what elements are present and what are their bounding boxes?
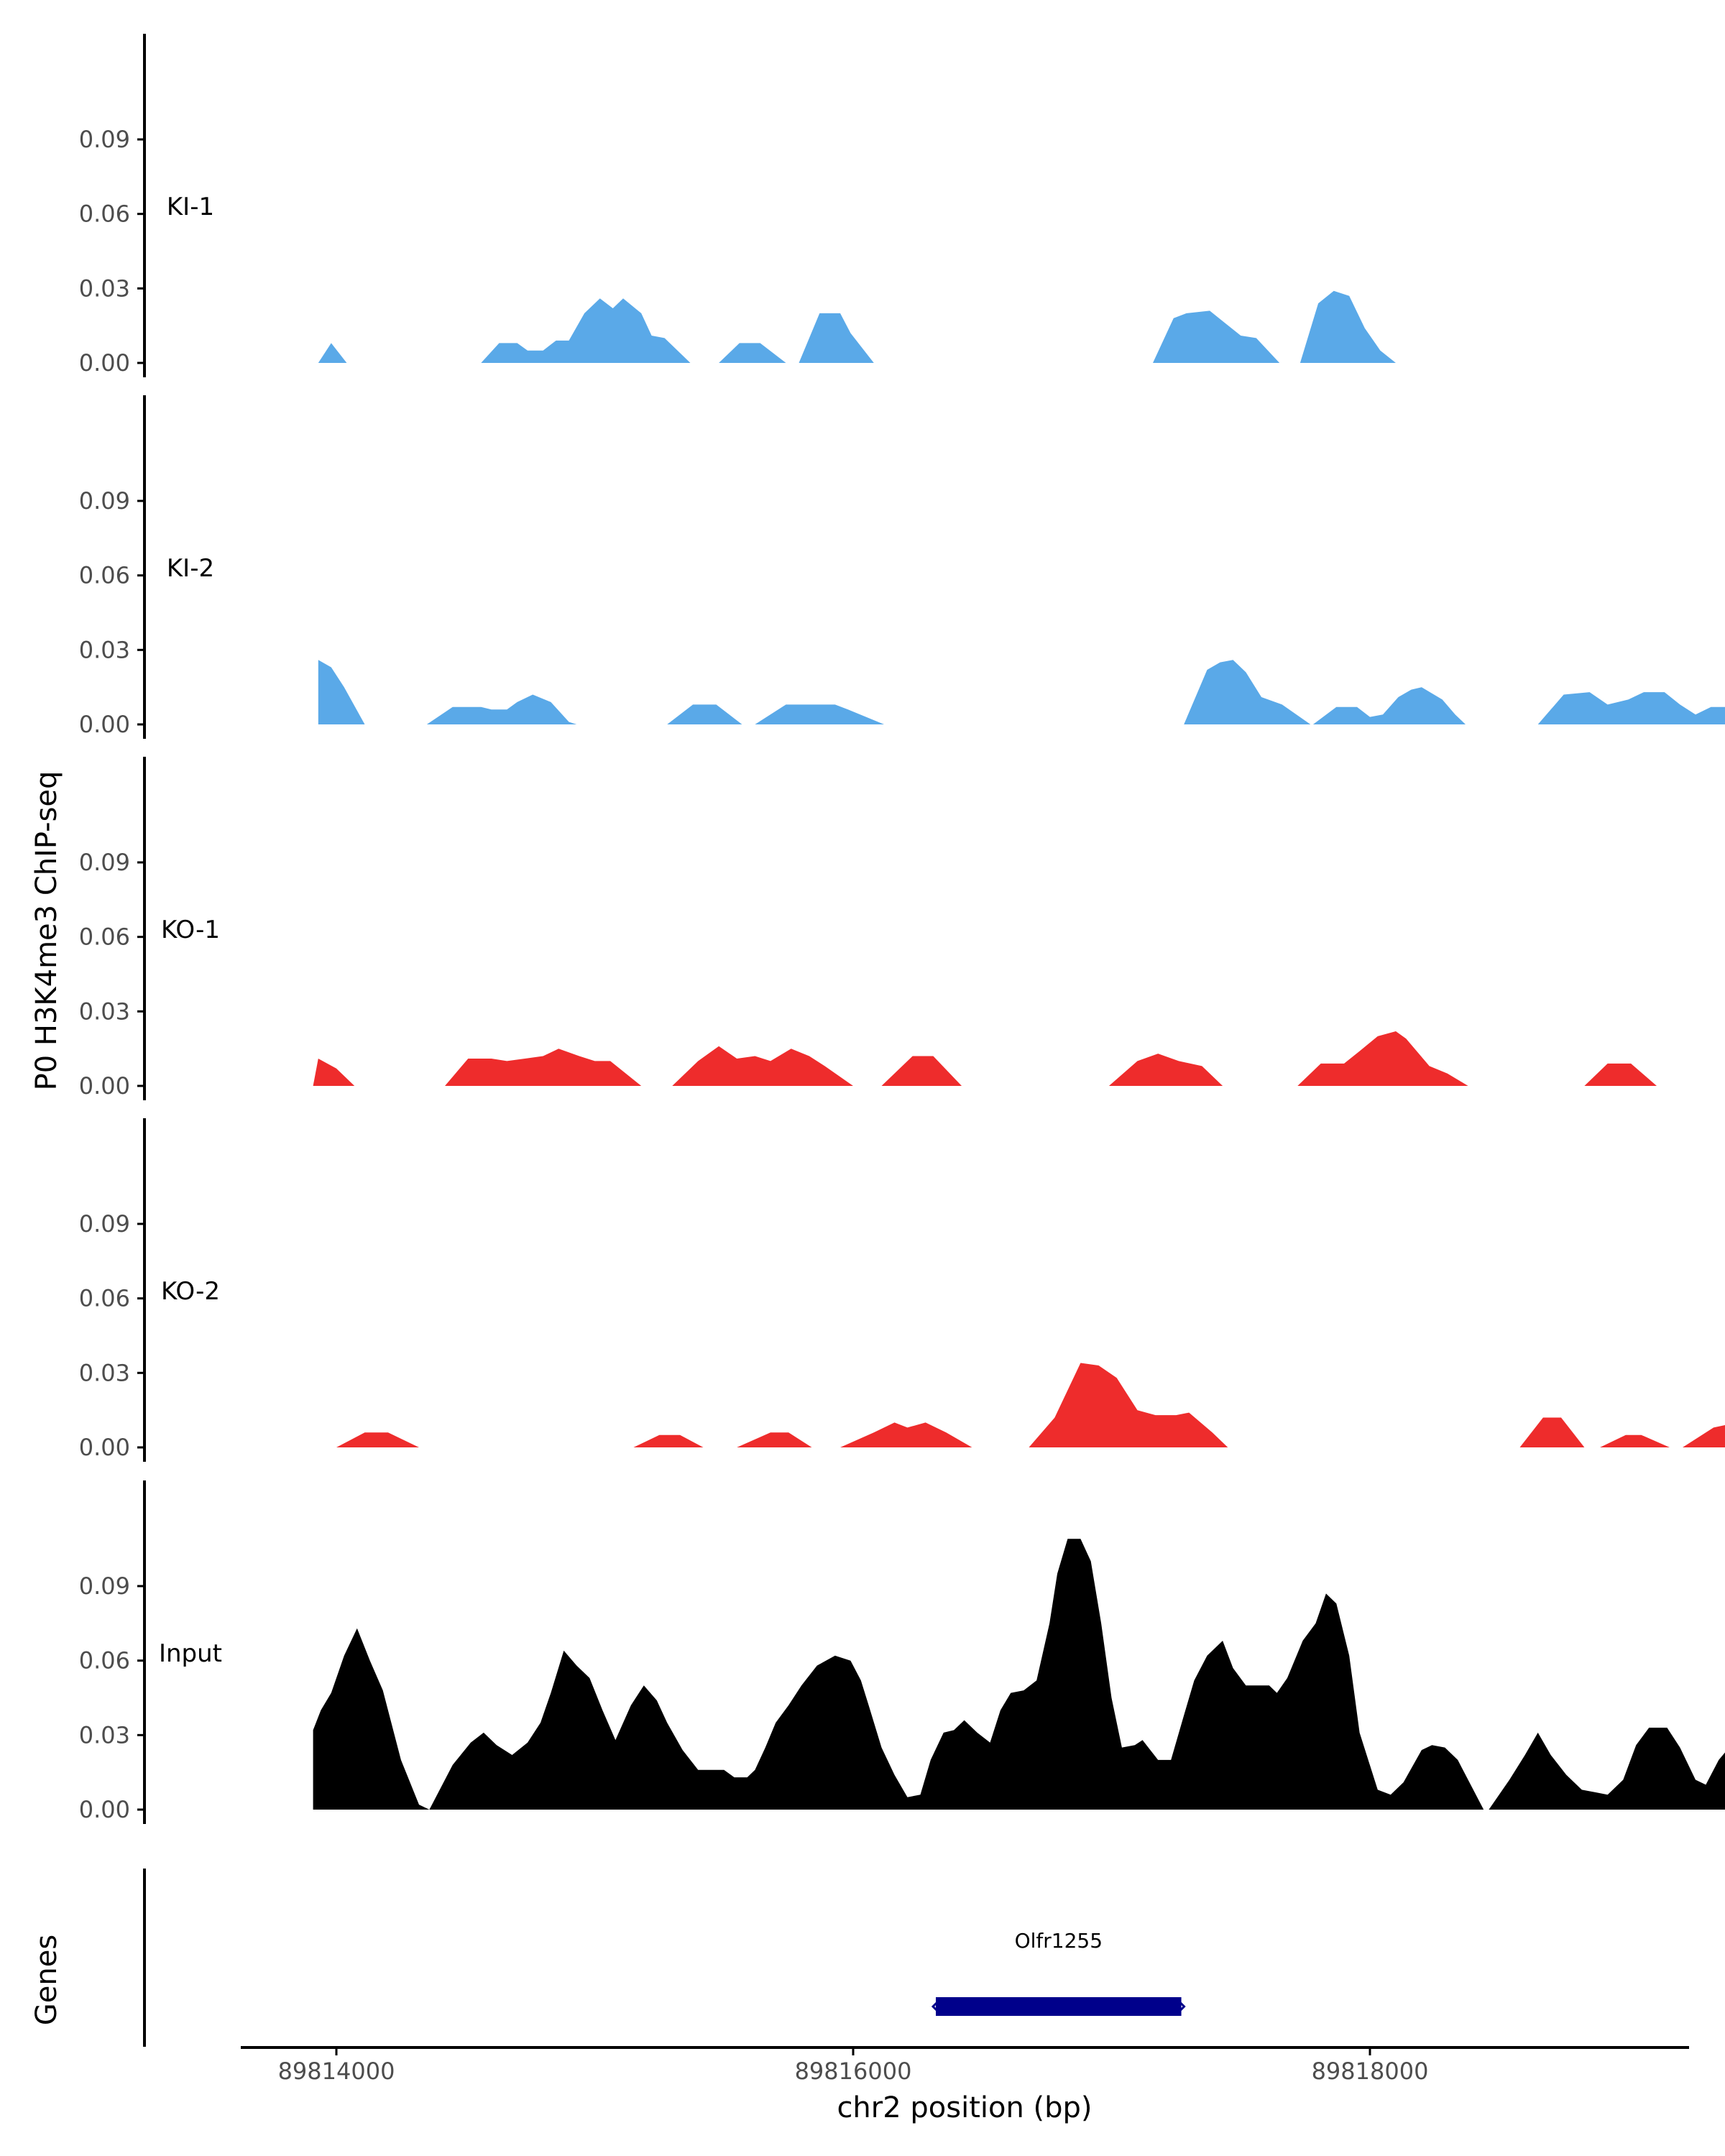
signal-peak [426,694,577,724]
y-tick-label: 0.09 [79,1572,130,1600]
signal-peak [1519,1417,1585,1447]
genes-panel: Olfr1255 [143,1869,1186,2047]
signal-peak [1584,1063,1657,1086]
signal-peak [755,704,885,724]
signal-peak [1108,1054,1223,1086]
x-tick-label: 89818000 [1312,2058,1429,2085]
signal-peak [719,343,786,363]
track-label: KO-2 [161,1277,220,1306]
signal-peak [313,1059,355,1086]
gene-strand-arrow [1176,1998,1186,2015]
signal-peak [672,1046,853,1086]
gene-label: Olfr1255 [1015,1929,1103,1953]
track-ki-1: 0.00 0.03 0.06 0.09 KI-1 [79,34,1396,377]
track-label: KO-1 [161,916,220,944]
signal-peak [667,704,742,724]
signal-peak [1537,692,1725,724]
signal-peak [429,1539,1484,1810]
y-tick-label: 0.03 [79,1359,130,1386]
signal-peak [1683,1424,1725,1447]
track-label: Input [159,1639,222,1668]
y-tick-label: 0.00 [79,1072,130,1100]
gene-strand-arrow [931,1998,942,2015]
signal-peak [1489,1728,1725,1810]
x-axis: 8981400089816000898180008982000 [241,2046,1689,2085]
track-label: KI-2 [167,554,214,583]
y-tick-label: 0.06 [79,923,130,951]
y-tick-label: 0.06 [79,201,130,228]
y-tick-label: 0.09 [79,1210,130,1238]
signal-peak [840,1422,972,1447]
track-ki-2: 0.00 0.03 0.06 0.09 KI-2 [79,395,1725,739]
y-tick-label: 0.03 [79,1721,130,1749]
y-tick-label: 0.00 [79,1434,130,1461]
signal-peak [313,1628,430,1810]
signal-peak [1184,660,1311,724]
signal-peak [481,298,691,363]
track-label: KI-1 [167,193,214,221]
signal-peak [1029,1363,1228,1447]
y-tick-label: 0.06 [79,562,130,589]
signal-peak [318,660,365,724]
x-axis-title: chr2 position (bp) [837,2091,1092,2124]
y-tick-label: 0.03 [79,636,130,663]
y-tick-label: 0.09 [79,849,130,876]
signal-peak [1297,1031,1468,1086]
signal-peak [799,313,874,363]
signal-peak [1153,310,1280,363]
signal-peak [1312,687,1466,724]
signal-peak [318,343,347,363]
y-tick-label: 0.09 [79,487,130,515]
genes-panel-label: Genes [30,1935,63,2025]
x-tick-label: 89814000 [278,2058,395,2085]
signal-peak [336,1432,419,1447]
y-tick-label: 0.00 [79,1796,130,1823]
x-tick-label: 89816000 [795,2058,912,2085]
y-tick-label: 0.00 [79,711,130,738]
gene-body [936,1997,1182,2016]
signal-peak [1600,1434,1670,1447]
signal-peak [1300,290,1396,363]
y-tick-label: 0.03 [79,998,130,1025]
y-axis-title: P0 H3K4me3 ChIP-seq [30,771,63,1091]
signal-peak [633,1434,704,1447]
y-tick-label: 0.06 [79,1285,130,1312]
signal-peak [445,1049,642,1086]
y-tick-label: 0.00 [79,349,130,377]
track-ko-2: 0.00 0.03 0.06 0.09 KO-2 [79,1118,1725,1462]
signal-peak [737,1432,812,1447]
y-tick-label: 0.09 [79,126,130,153]
track-input: 0.00 0.03 0.06 0.09 Input [79,1480,1725,1824]
y-tick-label: 0.06 [79,1647,130,1674]
signal-peak [881,1056,962,1086]
track-ko-1: 0.00 0.03 0.06 0.09 KO-1 [79,757,1657,1100]
y-tick-label: 0.03 [79,275,130,302]
tracks-layer: 0.00 0.03 0.06 0.09 KI-1 0.00 0.03 0.06 0.09 KI-2… [79,34,1725,1824]
